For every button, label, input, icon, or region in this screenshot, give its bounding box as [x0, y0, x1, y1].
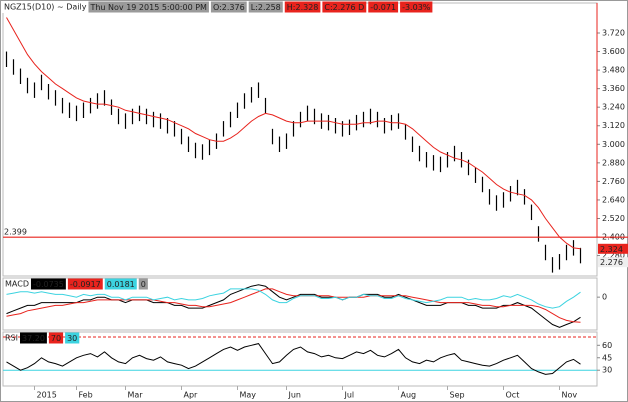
y-tick-label: 2.640	[602, 195, 625, 204]
label-box	[400, 1, 433, 13]
indicator-line	[6, 343, 581, 375]
x-tick-label: Apr	[184, 391, 199, 400]
y-tick-label: 30	[602, 366, 612, 375]
ma-last-box	[598, 243, 628, 254]
header-item: L:2.258	[251, 3, 281, 12]
y-tick-label: 3.600	[602, 47, 625, 56]
label-box	[248, 1, 283, 13]
label-box	[48, 332, 64, 344]
last-label: 2.276	[600, 258, 623, 267]
x-tick-label: Jul	[344, 391, 355, 400]
x-tick-label: Feb	[79, 391, 93, 400]
y-tick-label: 3.720	[602, 28, 625, 37]
indicator-line	[6, 284, 581, 328]
header-item: O:2.376	[213, 3, 245, 12]
header-item: H:2.328	[287, 3, 319, 12]
y-tick-label: 60	[602, 341, 612, 350]
moving-average	[6, 17, 581, 250]
header-item: -0.071	[370, 3, 396, 12]
panel-title: RSI	[5, 334, 18, 343]
y-tick-label: 3.240	[602, 103, 625, 112]
header-item: Thu Nov 19 2015 5:00:00 PM	[89, 3, 207, 12]
x-tick-label: 2015	[37, 391, 57, 400]
label-box	[284, 1, 321, 13]
legend-value: -0.0917	[70, 280, 101, 289]
chart-title: NGZ15(D10) ~ Daily	[4, 3, 87, 12]
label-box	[67, 278, 103, 290]
x-tick-label: Jun	[288, 391, 302, 400]
y-tick-label: 3.120	[602, 121, 625, 130]
label-box	[30, 278, 66, 290]
label-box	[368, 1, 399, 13]
y-tick-label: 3.480	[602, 66, 625, 75]
label-box	[210, 1, 247, 13]
y-tick-label: 0	[602, 293, 607, 302]
label-box	[104, 278, 137, 290]
y-tick-label: 2.280	[602, 251, 625, 260]
y-tick-label: 2.520	[602, 214, 625, 223]
legend-value: 0.0181	[107, 280, 135, 289]
header-item: -3.03%	[402, 3, 431, 12]
y-tick-label: 2.760	[602, 177, 625, 186]
indicator-line	[6, 288, 581, 323]
indicator-line	[6, 288, 581, 309]
x-tick-label: May	[240, 391, 257, 400]
legend-level: 70	[51, 334, 61, 343]
x-tick-label: Nov	[562, 391, 578, 400]
x-tick-label: Oct	[506, 391, 520, 400]
level-label: 2.399	[4, 228, 27, 237]
label-box	[138, 278, 148, 290]
x-tick-label: Mar	[128, 391, 144, 400]
ma-last-label: 2.324	[600, 245, 623, 254]
legend-value: -0.0735	[33, 280, 64, 289]
last-box	[598, 257, 628, 268]
label-box	[322, 1, 367, 13]
panel-title: MACD	[5, 280, 29, 289]
y-tick-label: 3.000	[602, 140, 625, 149]
panel	[2, 277, 598, 331]
y-tick-label: 3.360	[602, 84, 625, 93]
legend-param: 0	[141, 280, 146, 289]
y-tick-label: 2.880	[602, 158, 625, 167]
panel	[2, 331, 598, 387]
x-tick-label: Aug	[401, 391, 417, 400]
label-box	[88, 1, 209, 13]
x-tick-label: Sep	[450, 391, 465, 400]
y-tick-label: 45	[602, 353, 612, 362]
legend-value: 37.20	[22, 334, 45, 343]
label-box	[20, 332, 47, 344]
legend-level: 30	[67, 334, 77, 343]
label-box	[65, 332, 80, 344]
header-item: C:2.276 D	[324, 3, 364, 12]
